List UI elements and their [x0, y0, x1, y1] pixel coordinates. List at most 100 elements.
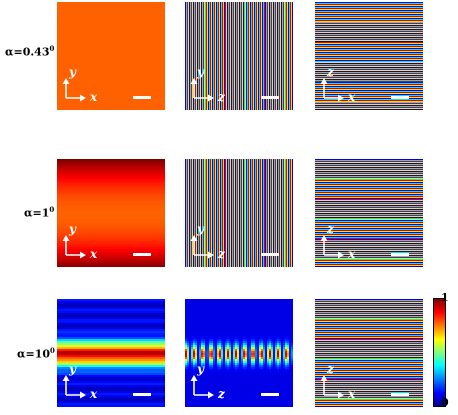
field-cell: [219, 353, 222, 356]
axis-indicator: zx: [320, 222, 409, 261]
field-cell: [211, 339, 214, 342]
fringe-stripe: [230, 2, 232, 110]
field-cell: [207, 351, 210, 354]
fringe-stripe: [315, 41, 423, 43]
axis-right-label: x: [89, 387, 98, 401]
fringe-stripe: [315, 171, 423, 173]
field-cell: [243, 373, 246, 376]
axis-right-arrowhead: [80, 94, 86, 102]
fringe-stripe: [315, 383, 423, 385]
fringe-stripe: [315, 34, 423, 36]
field-cell: [257, 359, 260, 362]
field-cell: [263, 353, 266, 356]
field-row: [57, 331, 165, 334]
field-cell: [231, 349, 234, 352]
field-cell: [213, 369, 216, 372]
fringe-stripe: [315, 3, 423, 5]
field-cell: [211, 335, 214, 338]
field-cell: [197, 359, 200, 362]
fringe-stripe: [315, 216, 423, 218]
field-cell: [223, 337, 226, 340]
fringe-stripe: [315, 254, 423, 256]
field-cell: [267, 341, 270, 344]
field-cell: [209, 361, 212, 364]
field-cell: [249, 355, 252, 358]
fringe-stripe: [315, 45, 423, 47]
field-cell: [227, 347, 230, 350]
fringe-stripe: [315, 396, 423, 398]
field-cell: [243, 357, 246, 360]
field-cell: [211, 369, 214, 372]
field-cell: [263, 369, 266, 372]
field-cell: [191, 373, 194, 376]
field-cell: [233, 331, 236, 334]
fringe-stripe: [240, 2, 242, 110]
field-cell: [209, 355, 212, 358]
field-cell: [247, 359, 250, 362]
fringe-stripe: [315, 338, 423, 340]
fringe-stripe: [225, 159, 227, 267]
field-cell: [185, 365, 188, 368]
field-cell: [269, 345, 272, 348]
fringe-stripe: [241, 159, 243, 267]
field-cell: [209, 351, 212, 354]
fringe-stripe: [315, 262, 423, 264]
field-map: yz: [185, 2, 293, 110]
field-cell: [231, 363, 234, 366]
field-cell: [261, 347, 264, 350]
field-cell: [195, 355, 198, 358]
field-cell: [267, 349, 270, 352]
field-cell: [199, 345, 202, 348]
field-cell: [249, 363, 252, 366]
fringe-stripe: [315, 93, 423, 95]
fringe-stripe: [315, 373, 423, 375]
field-cell: [201, 361, 204, 364]
field-cell: [237, 367, 240, 370]
field-row: [57, 367, 165, 370]
fringe-stripe: [315, 362, 423, 364]
fringe-stripe: [315, 360, 423, 362]
field-cell: [261, 361, 264, 364]
field-row: [57, 181, 165, 184]
field-cell: [279, 339, 282, 342]
field-row: [57, 391, 165, 394]
field-row: [57, 395, 165, 398]
field-cell: [265, 365, 268, 368]
field-cell: [287, 373, 290, 376]
field-cell: [291, 343, 293, 346]
field-cell: [269, 359, 272, 362]
field-cell: [237, 369, 240, 372]
field-cell: [203, 341, 206, 344]
field-cell: [187, 347, 190, 350]
field-cell: [255, 365, 258, 368]
field-cell: [263, 373, 266, 376]
row-label-prefix: α=: [17, 347, 35, 361]
axis-up-label: y: [68, 65, 77, 79]
fringe-stripe: [315, 196, 423, 198]
field-cell: [283, 369, 286, 372]
field-cell: [209, 339, 212, 342]
field-cell: [289, 341, 292, 344]
field-cell: [237, 345, 240, 348]
field-cell: [237, 341, 240, 344]
field-cell: [235, 349, 238, 352]
field-row: [57, 171, 165, 174]
field-cell: [241, 355, 244, 358]
field-cell: [239, 343, 242, 346]
field-cell: [219, 361, 222, 364]
field-cell: [251, 373, 254, 376]
field-cell: [203, 365, 206, 368]
axis-right-label: x: [347, 90, 356, 104]
fringe-stripe: [246, 159, 248, 267]
fringe-stripe: [269, 159, 271, 267]
fringe-stripe: [315, 319, 423, 321]
scale-bar: [133, 253, 151, 256]
fringe-stripe: [315, 307, 423, 309]
fringe-stripe: [315, 21, 423, 23]
field-cell: [265, 347, 268, 350]
field-cell: [195, 369, 198, 372]
field-cell: [281, 357, 284, 360]
fringe-stripe: [270, 2, 272, 110]
field-cell: [241, 365, 244, 368]
